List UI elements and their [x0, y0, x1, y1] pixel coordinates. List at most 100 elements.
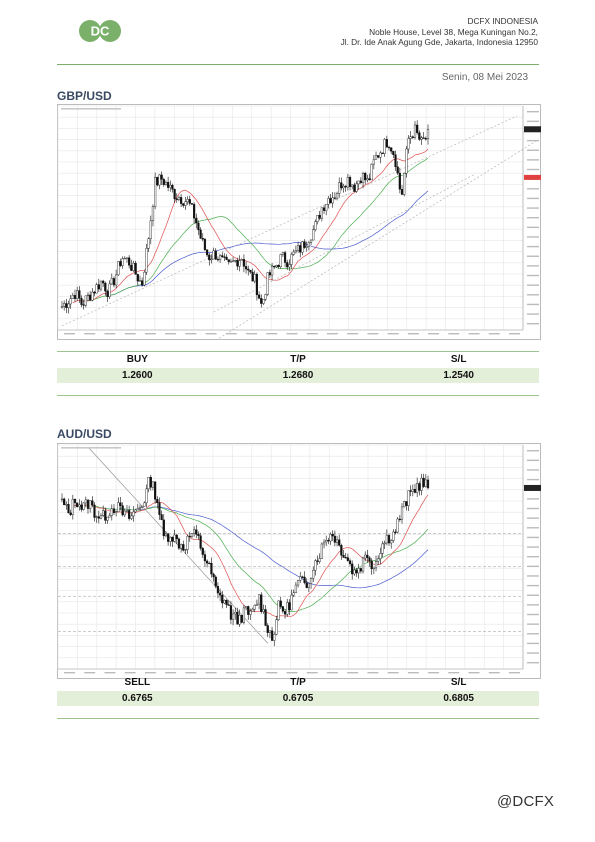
candle-body	[91, 291, 94, 301]
candle-body	[413, 124, 417, 138]
sl-value: 1.2540	[443, 370, 474, 381]
candle-body	[398, 518, 401, 520]
candle-body	[377, 558, 380, 562]
candle-body	[108, 515, 111, 518]
candle-body	[400, 506, 404, 520]
tp-value: 0.6705	[282, 693, 314, 704]
candle-body	[149, 220, 152, 239]
price-tick-label	[527, 188, 539, 190]
candle-body	[158, 174, 161, 186]
candle-body	[368, 557, 371, 562]
candle-body	[379, 553, 382, 560]
candle-body	[335, 539, 339, 543]
candle-body	[383, 139, 386, 154]
candle-body	[110, 508, 113, 516]
candle-body	[203, 554, 207, 562]
candle-body	[63, 303, 66, 307]
candle-body	[84, 295, 87, 306]
tp-label: T/P	[290, 677, 306, 688]
candle-body	[236, 611, 239, 625]
candle-body	[117, 502, 120, 512]
candle-body	[327, 540, 330, 542]
candle-body	[145, 488, 148, 504]
candle-body	[257, 594, 261, 605]
candle-body	[411, 489, 414, 492]
candle-body	[273, 265, 276, 268]
candle-body	[422, 477, 425, 487]
candle-body	[314, 560, 317, 571]
time-tick-label	[144, 672, 156, 674]
candle-body	[128, 510, 131, 519]
time-tick-label	[286, 333, 298, 335]
time-tick-label	[347, 333, 359, 335]
price-tick-label	[527, 613, 539, 616]
candle-body	[396, 166, 399, 174]
company-address: DCFX INDONESIA Noble House, Level 38, Me…	[341, 16, 538, 48]
time-tick-label	[448, 672, 460, 674]
candle-body	[138, 507, 142, 509]
candle-body	[240, 259, 243, 262]
candle-body	[177, 538, 181, 549]
candle-body	[288, 602, 291, 611]
candle-body	[372, 159, 375, 165]
time-tick-label	[306, 333, 318, 335]
candle-body	[262, 298, 265, 304]
price-tick-label	[527, 575, 539, 577]
candle-body	[175, 198, 178, 200]
candle-body	[225, 256, 228, 260]
candle-body	[294, 584, 297, 594]
candle-body	[136, 274, 139, 282]
candle-body	[374, 155, 378, 160]
candle-body	[292, 251, 295, 255]
candle-body	[381, 543, 384, 554]
candle-body	[266, 625, 269, 633]
time-tick-label	[407, 333, 419, 335]
candle-body	[426, 129, 430, 140]
candle-body	[344, 185, 347, 188]
buy-value: 1.2600	[122, 370, 153, 381]
candle-body	[102, 510, 105, 516]
dcfx-logo: DC	[79, 20, 121, 42]
candle-body	[403, 501, 406, 508]
candle-body	[320, 543, 323, 559]
price-tick-label	[527, 604, 539, 606]
candle-body	[190, 203, 194, 205]
candle-body	[251, 608, 254, 612]
candle-body	[60, 498, 64, 500]
candle-body	[151, 206, 155, 222]
candle-body	[188, 199, 191, 204]
company-address-line2: Jl. Dr. Ide Anak Agung Gde, Jakarta, Ind…	[340, 37, 538, 47]
candle-body	[296, 580, 300, 586]
candle-body	[95, 284, 98, 294]
time-tick-label	[468, 333, 480, 335]
ask-price-marker	[524, 174, 541, 180]
time-tick-label	[165, 672, 177, 674]
candle-body	[225, 600, 228, 605]
candle-body	[186, 535, 189, 550]
candle-body	[322, 541, 326, 545]
price-tick-label	[527, 469, 539, 471]
candle-body	[283, 252, 287, 263]
candle-body	[390, 540, 393, 544]
candle-body	[188, 535, 191, 538]
candle-body	[357, 568, 360, 574]
time-tick-label	[225, 672, 237, 674]
candle-body	[112, 508, 116, 514]
candle-body	[288, 264, 291, 268]
candle-body	[262, 609, 265, 612]
candle-body	[97, 284, 100, 290]
price-tick-label	[527, 507, 539, 510]
candle-body	[327, 198, 330, 205]
candle-body	[71, 499, 74, 515]
price-tick-label	[527, 313, 539, 315]
tp-label: T/P	[290, 354, 306, 365]
candle-body	[173, 534, 176, 542]
price-tick-label	[527, 546, 539, 548]
candle-body	[351, 184, 354, 187]
price-tick-label	[527, 478, 539, 481]
price-tick-label	[527, 236, 539, 238]
candle-body	[221, 594, 224, 604]
candle-body	[110, 278, 113, 285]
time-tick-label	[64, 333, 75, 335]
sell-label: SELL	[124, 677, 151, 688]
